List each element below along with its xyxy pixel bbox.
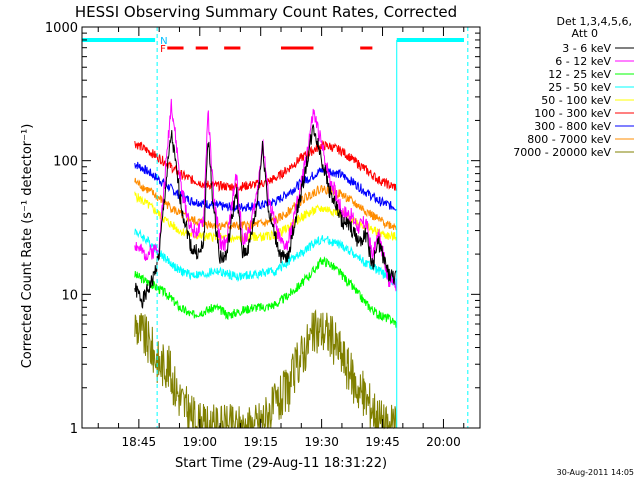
x-tick-label: 20:00 bbox=[426, 435, 461, 449]
series-layer bbox=[134, 98, 397, 430]
legend-entry-label: 3 - 6 keV bbox=[562, 42, 611, 55]
series-line bbox=[134, 308, 397, 430]
y-tick-label: 10 bbox=[61, 288, 78, 303]
legend-header-line-2: Att 0 bbox=[572, 27, 598, 40]
flare-flag-label: F bbox=[160, 44, 166, 55]
x-tick-label: 19:15 bbox=[243, 435, 278, 449]
series-line bbox=[134, 228, 397, 288]
y-tick-label: 100 bbox=[53, 155, 78, 170]
x-axis: 18:45 19:00 19:15 19:30 19:45 20:00 bbox=[97, 27, 465, 449]
timestamp: 30-Aug-2011 14:05 bbox=[557, 468, 634, 477]
legend-header-line-1: Det 1,3,4,5,6, bbox=[556, 15, 632, 28]
legend-entry-label: 100 - 300 keV bbox=[534, 107, 611, 120]
series-line bbox=[134, 256, 397, 328]
legend-entry-label: 800 - 7000 keV bbox=[527, 133, 611, 146]
x-tick-label: 19:30 bbox=[304, 435, 339, 449]
legend-entry-label: 50 - 100 keV bbox=[541, 94, 611, 107]
x-tick-label: 18:45 bbox=[122, 435, 157, 449]
y-tick-label: 1000 bbox=[45, 21, 78, 36]
legend-entry-label: 7000 - 20000 keV bbox=[513, 146, 611, 159]
series-line bbox=[134, 124, 397, 309]
series-line bbox=[134, 161, 397, 213]
series-line bbox=[134, 177, 397, 231]
series-line bbox=[134, 98, 397, 292]
marker-layer: NF bbox=[82, 27, 469, 428]
legend-entry-label: 6 - 12 keV bbox=[555, 55, 611, 68]
x-tick-label: 19:45 bbox=[365, 435, 400, 449]
legend-entry-label: 25 - 50 keV bbox=[548, 81, 611, 94]
x-tick-label: 19:00 bbox=[182, 435, 217, 449]
legend-entry-label: 12 - 25 keV bbox=[548, 68, 611, 81]
x-axis-label: Start Time (29-Aug-11 18:31:22) bbox=[175, 456, 387, 471]
series-line bbox=[134, 191, 397, 243]
legend-entry-label: 300 - 800 keV bbox=[534, 120, 611, 133]
y-axis: 1 10 100 1000 bbox=[45, 21, 480, 437]
night-flag-label: N bbox=[160, 36, 167, 47]
chart-title: HESSI Observing Summary Count Rates, Cor… bbox=[75, 3, 457, 21]
y-tick-label: 1 bbox=[70, 422, 78, 437]
y-axis-label: Corrected Count Rate (s⁻¹ detector⁻¹) bbox=[20, 124, 35, 369]
